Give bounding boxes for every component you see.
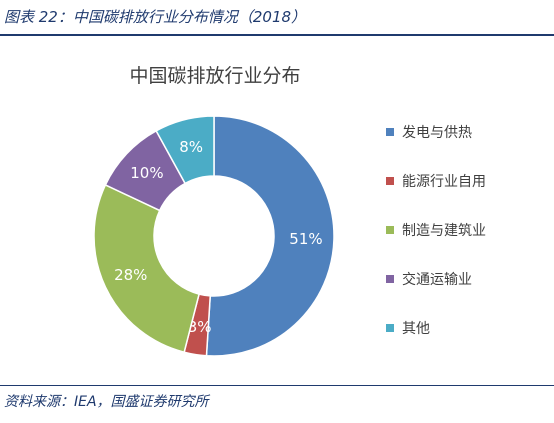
legend-swatch — [386, 324, 394, 332]
slice-power-heat — [205, 115, 335, 357]
legend-swatch — [386, 226, 394, 234]
label-power-heat: 51% — [289, 230, 322, 248]
figure-title: 图表 22：中国碳排放行业分布情况（2018） — [4, 8, 307, 26]
legend-item-energy-own-use: 能源行业自用 — [386, 171, 546, 220]
legend-swatch — [386, 177, 394, 185]
label-energy-own-use: 3% — [188, 318, 212, 336]
legend-label: 发电与供热 — [402, 125, 472, 141]
label-transport: 10% — [130, 164, 163, 182]
legend-label: 能源行业自用 — [402, 174, 486, 190]
bottom-divider — [0, 385, 554, 386]
slice-manufacturing — [93, 183, 200, 354]
legend-swatch — [386, 128, 394, 136]
source-note: 资料来源：IEA，国盛证券研究所 — [4, 394, 209, 410]
legend-label: 交通运输业 — [402, 272, 472, 288]
legend-label: 制造与建筑业 — [402, 223, 486, 239]
legend-item-manufacturing: 制造与建筑业 — [386, 220, 546, 269]
legend-item-transport: 交通运输业 — [386, 269, 546, 318]
label-manufacturing: 28% — [114, 266, 147, 284]
label-other: 8% — [179, 138, 203, 156]
legend-item-other: 其他 — [386, 318, 546, 367]
legend-swatch — [386, 275, 394, 283]
top-divider — [0, 34, 554, 36]
chart-legend: 发电与供热 能源行业自用 制造与建筑业 交通运输业 其他 — [386, 122, 546, 367]
chart-title: 中国碳排放行业分布 — [129, 65, 301, 87]
legend-label: 其他 — [402, 321, 430, 337]
slice-other — [155, 115, 215, 185]
legend-item-power-heat: 发电与供热 — [386, 122, 546, 171]
